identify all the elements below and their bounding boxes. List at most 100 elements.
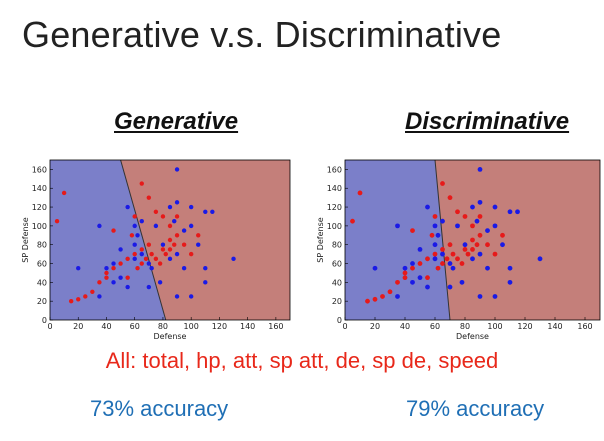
x-tick-label: 140 [547, 322, 562, 331]
x-tick-label: 0 [342, 322, 347, 331]
blue-point [447, 284, 453, 290]
blue-point [157, 280, 163, 285]
blue-point [132, 223, 137, 229]
red-point [435, 265, 441, 271]
red-point [157, 261, 163, 266]
blue-point [477, 167, 483, 172]
red-point [146, 195, 152, 200]
red-point [135, 266, 140, 271]
blue-point [477, 251, 483, 257]
blue-point [132, 256, 137, 262]
blue-point [76, 266, 81, 271]
blue-point [111, 280, 116, 285]
blue-point [432, 223, 438, 229]
x-tick-label: 100 [184, 322, 199, 331]
red-point [174, 233, 180, 238]
y-tick-label: 0 [42, 316, 47, 325]
x-tick-label: 120 [517, 322, 532, 331]
red-point [440, 261, 445, 266]
features-line: All: total, hp, att, sp att, de, sp de, … [105, 348, 499, 373]
blue-point [462, 242, 468, 248]
red-point [111, 228, 116, 233]
y-tick-label: 40 [332, 278, 342, 287]
red-point [447, 195, 453, 201]
red-point [432, 214, 438, 219]
red-point [432, 251, 438, 257]
red-point [97, 280, 102, 285]
blue-point [135, 233, 140, 238]
blue-point [167, 204, 173, 210]
red-point [83, 294, 88, 299]
red-point [402, 275, 408, 281]
x-tick-label: 80 [460, 322, 470, 331]
x-tick-label: 140 [240, 322, 255, 331]
y-tick-label: 80 [37, 241, 47, 250]
blue-point [104, 266, 109, 271]
blue-point [174, 251, 180, 257]
x-tick-label: 160 [577, 322, 592, 331]
red-point [410, 228, 415, 233]
red-point [146, 242, 152, 247]
blue-point [477, 199, 483, 205]
red-point [444, 256, 450, 262]
red-point [455, 209, 460, 215]
x-tick-label: 100 [487, 322, 502, 331]
y-tick-label: 140 [32, 184, 47, 193]
blue-point [425, 284, 430, 290]
generative-scatter-chart: 0 20 40 60 80 100 120 140 160 0 20 40 60 80 100 120 140 1… [21, 159, 291, 341]
x-axis-label: Defense [456, 332, 489, 341]
generative-accuracy: 73% accuracy [90, 396, 229, 421]
y-tick-label: 100 [327, 222, 342, 231]
blue-point [435, 232, 441, 238]
decision-boundary [120, 160, 167, 320]
x-tick-label: 160 [268, 322, 283, 331]
y-tick-label: 160 [32, 165, 47, 174]
y-tick-label: 100 [32, 222, 47, 231]
blue-point [410, 261, 415, 266]
blue-point [97, 294, 102, 299]
red-point [104, 270, 109, 276]
y-tick-label: 60 [332, 260, 342, 269]
x-tick-label: 0 [47, 322, 52, 331]
blue-point [160, 242, 166, 247]
plot-frame [49, 159, 291, 321]
blue-point [474, 218, 480, 224]
blue-point [146, 261, 152, 266]
blue-point [210, 209, 215, 214]
red-point [357, 190, 363, 196]
red-point [387, 289, 393, 295]
red-point [61, 190, 67, 196]
blue-point [447, 261, 453, 266]
red-point [167, 237, 173, 243]
blue-point [507, 209, 513, 215]
red-point [129, 233, 135, 238]
red-point [160, 247, 166, 252]
y-tick-label: 120 [32, 203, 47, 212]
blue-point [97, 223, 102, 229]
red-point [132, 214, 137, 219]
blue-point [188, 223, 194, 229]
blue-point [440, 218, 445, 224]
blue-point [172, 218, 177, 224]
blue-point [231, 256, 236, 262]
red-point [153, 209, 159, 214]
y-tick-label: 60 [37, 260, 47, 269]
red-point [350, 218, 355, 224]
y-tick-label: 140 [327, 184, 342, 193]
red-point [365, 298, 370, 304]
red-point [425, 275, 430, 281]
blue-point [181, 266, 187, 271]
blue-point [139, 251, 144, 257]
red-point [492, 251, 498, 257]
plot-area [50, 160, 290, 320]
x-tick-label: 40 [400, 322, 410, 331]
blue-point [125, 204, 130, 210]
blue-point [196, 242, 201, 247]
red-point [111, 266, 116, 271]
red-point [143, 256, 149, 262]
blue-point [470, 256, 475, 262]
blue-point [125, 284, 130, 290]
red-point [163, 251, 168, 257]
red-point [160, 214, 166, 219]
red-point [174, 214, 180, 219]
